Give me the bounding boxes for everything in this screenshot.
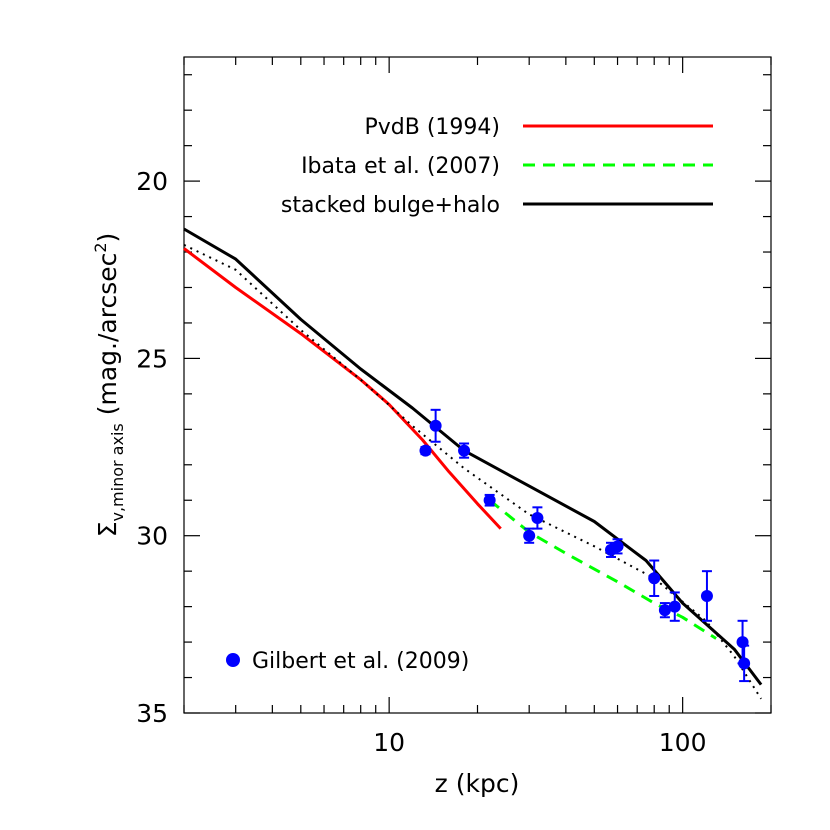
- series-line-pvdb-1994: [183, 247, 502, 530]
- y-tick-label: 35: [136, 699, 168, 728]
- y-tick-label: 20: [136, 167, 168, 196]
- y-axis-label-subscript: v,minor axis: [108, 423, 127, 521]
- y-axis-label-units: (mag./arcsec: [93, 253, 122, 416]
- y-axis-label: Σv,minor axis (mag./arcsec2): [91, 233, 127, 538]
- x-axis-label: z (kpc): [435, 769, 520, 798]
- legend-marker: [226, 653, 240, 667]
- points-layer: [419, 408, 751, 683]
- legend-label: stacked bulge+halo: [281, 193, 500, 218]
- legend-label: PvdB (1994): [365, 115, 501, 140]
- y-axis-label-symbol: Σ: [93, 522, 122, 538]
- data-point: [738, 657, 751, 670]
- series-line-ibata-et-al-2007: [488, 499, 717, 640]
- data-point: [531, 511, 544, 524]
- y-axis-label-units-close: ): [93, 233, 122, 243]
- data-point: [668, 600, 681, 613]
- y-axis-label-units-power: 2: [91, 242, 110, 252]
- data-point: [648, 572, 661, 585]
- data-point: [419, 444, 432, 457]
- series-line-stacked-bulge-halo: [183, 227, 763, 686]
- x-tick-label: 100: [659, 728, 707, 757]
- data-point: [658, 604, 671, 617]
- x-axis: 10 100: [183, 57, 772, 757]
- data-point: [523, 529, 536, 542]
- series-line-dotted: [183, 243, 762, 700]
- legend-label: Ibata et al. (2007): [301, 154, 500, 179]
- legend-label: Gilbert et al. (2009): [252, 649, 469, 674]
- data-point: [483, 494, 496, 507]
- y-tick-label: 25: [136, 344, 168, 373]
- y-tick-label: 30: [136, 522, 168, 551]
- data-point: [429, 419, 442, 432]
- data-point: [611, 540, 624, 553]
- data-point: [700, 589, 713, 602]
- y-axis: 20 25 30 35: [136, 74, 771, 728]
- legend: PvdB (1994) Ibata et al. (2007) stacked bu…: [226, 115, 713, 674]
- data-point: [458, 444, 471, 457]
- x-tick-label: 10: [373, 728, 405, 757]
- series-layer: [183, 227, 763, 700]
